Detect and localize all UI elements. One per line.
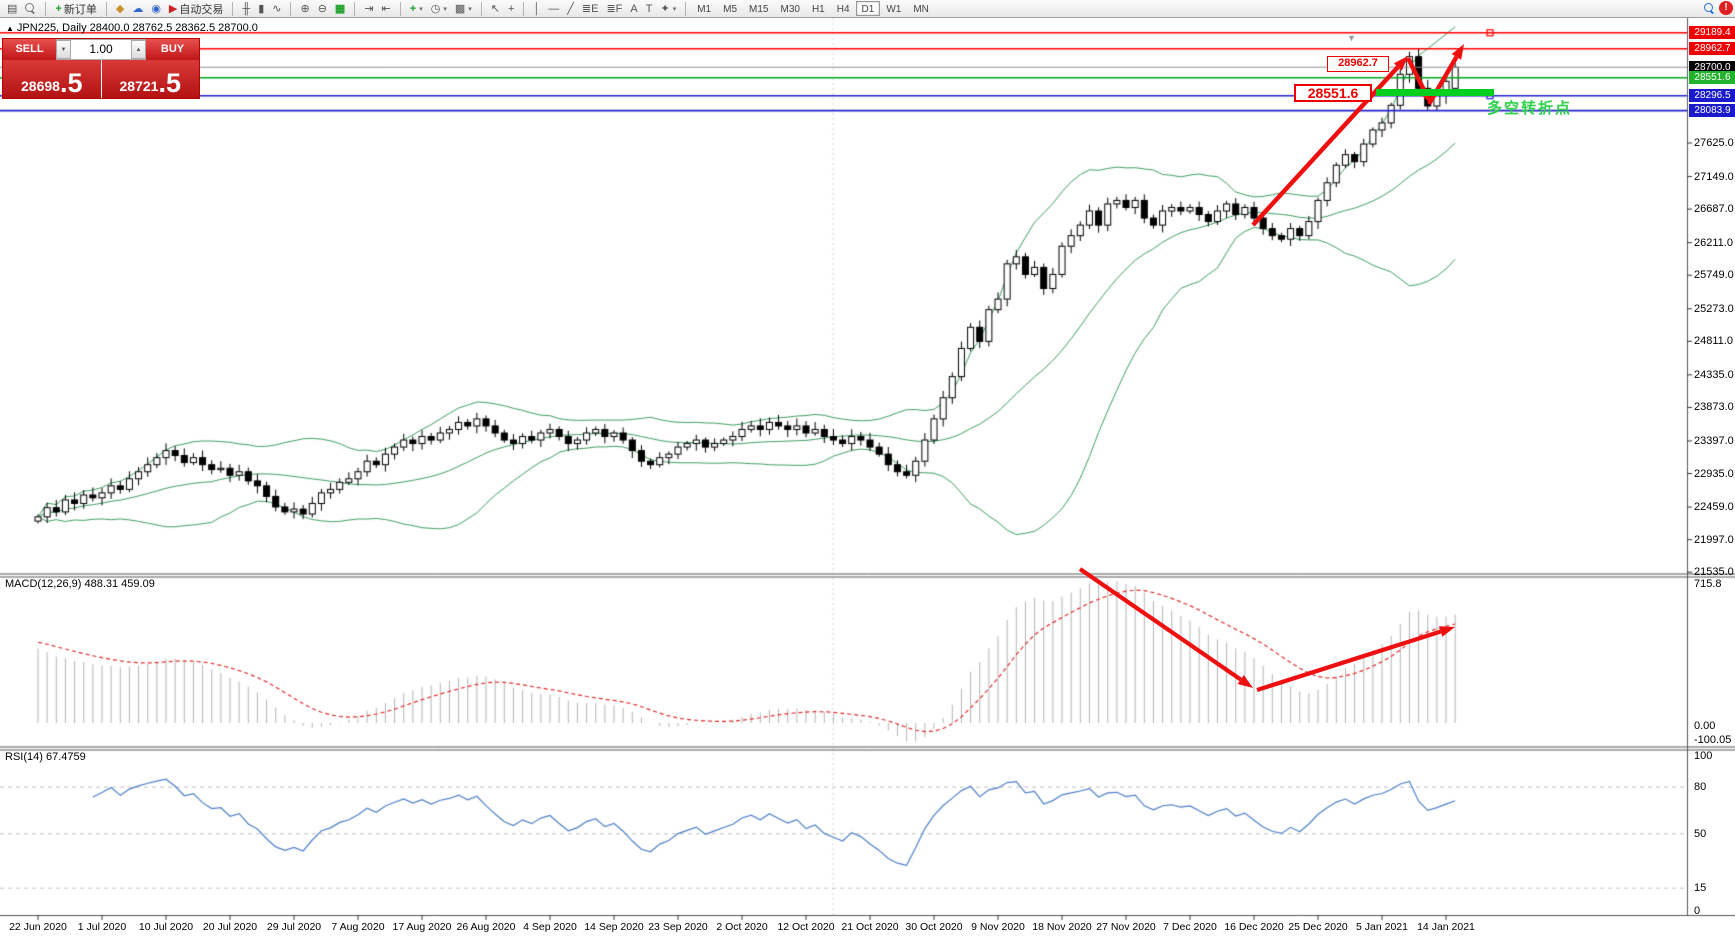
price-tick: 26211.0	[1694, 236, 1733, 249]
one-click-trade-panel: SELL ▼ 1.00 ▲ BUY 28698.5 28721.5	[2, 38, 200, 99]
price-tick: 24335.0	[1694, 368, 1734, 381]
price-tick: 22459.0	[1694, 501, 1734, 514]
turning-point-note: 多空转折点	[1487, 100, 1573, 117]
buy-button[interactable]: BUY	[146, 39, 199, 60]
date-label: 14 Jan 2021	[1417, 921, 1475, 933]
date-label: 9 Nov 2020	[971, 921, 1025, 933]
date-label: 22 Jun 2020	[9, 921, 67, 933]
price-tick: 27625.0	[1694, 137, 1734, 149]
support-zone-bar[interactable]	[1376, 89, 1494, 96]
date-label: 18 Nov 2020	[1032, 921, 1092, 933]
date-label: 30 Oct 2020	[905, 921, 963, 933]
price-tick: 25273.0	[1694, 302, 1734, 315]
buy-price-main: 28721	[119, 78, 159, 94]
volume-increase-button[interactable]: ▲	[131, 40, 146, 59]
rsi-indicator-label: RSI(14) 67.4759	[5, 751, 86, 763]
macd-scale-tick: 715.8	[1694, 578, 1722, 590]
buy-price-decimal: .5	[158, 68, 181, 98]
rsi-scale-tick: 80	[1694, 781, 1707, 793]
date-label: 16 Dec 2020	[1224, 921, 1284, 933]
price-line-label: 29189.4	[1689, 26, 1735, 40]
price-line-label: 28296.5	[1689, 89, 1735, 103]
price-tick: 26687.0	[1694, 203, 1734, 216]
price-tick: 21997.0	[1694, 533, 1734, 546]
price-tick: 22935.0	[1694, 467, 1734, 480]
price-tick: 27149.0	[1694, 170, 1734, 183]
date-label: 5 Jan 2021	[1356, 921, 1408, 933]
price-line-label: 28551.6	[1689, 71, 1735, 85]
macd-indicator-label: MACD(12,26,9) 488.31 459.09	[5, 578, 155, 590]
date-label: 1 Jul 2020	[77, 921, 127, 933]
date-label: 23 Sep 2020	[648, 921, 708, 933]
date-label: 14 Sep 2020	[584, 921, 644, 933]
date-label: 12 Oct 2020	[777, 921, 835, 933]
price-line-label: 28700.0	[1689, 60, 1735, 74]
date-label: 25 Dec 2020	[1288, 921, 1348, 933]
price-line-label: 28962.7	[1689, 42, 1735, 56]
date-label: 2 Oct 2020	[716, 921, 768, 933]
volume-input[interactable]: 1.00	[71, 40, 131, 59]
date-label: 4 Sep 2020	[523, 921, 577, 933]
sell-price-decimal: .5	[59, 68, 83, 98]
chart-shift-marker-icon: ▼	[1347, 33, 1356, 43]
price-line-label: 28083.9	[1689, 104, 1735, 118]
macd-scale-tick: -100.05	[1694, 734, 1732, 746]
chart-title: ▲ JPN225, Daily 28400.0 28762.5 28362.5 2…	[6, 22, 258, 34]
volume-decrease-button[interactable]: ▼	[56, 40, 71, 59]
buy-price[interactable]: 28721.5	[100, 60, 199, 98]
price-annotation-28551[interactable]: 28551.6	[1294, 84, 1372, 102]
macd-scale-tick: 0.00	[1694, 720, 1716, 732]
price-tick: 21535.0	[1694, 566, 1734, 579]
price-annotation-28962[interactable]: 28962.7	[1327, 56, 1389, 72]
rsi-scale-tick: 15	[1694, 882, 1707, 894]
rsi-scale-tick: 0	[1694, 905, 1701, 917]
date-label: 20 Jul 2020	[202, 921, 258, 933]
date-label: 29 Jul 2020	[266, 921, 322, 933]
price-tick: 23397.0	[1694, 434, 1734, 447]
rsi-scale-tick: 100	[1694, 750, 1713, 762]
date-label: 17 Aug 2020	[392, 921, 452, 933]
sell-price[interactable]: 28698.5	[3, 60, 101, 98]
date-label: 27 Nov 2020	[1096, 921, 1156, 933]
symbol-marker-icon: ▲	[6, 24, 14, 33]
sell-button[interactable]: SELL	[3, 39, 56, 60]
date-label: 7 Dec 2020	[1163, 921, 1217, 933]
date-label: 21 Oct 2020	[841, 921, 899, 933]
volume-control: ▼ 1.00 ▲	[56, 39, 146, 60]
sell-price-main: 28698	[21, 78, 60, 94]
date-label: 26 Aug 2020	[456, 921, 516, 933]
price-tick: 23873.0	[1694, 401, 1734, 414]
price-tick: 24811.0	[1694, 335, 1733, 348]
rsi-scale-tick: 50	[1694, 828, 1707, 840]
price-tick: 25749.0	[1694, 269, 1734, 282]
date-label: 10 Jul 2020	[138, 921, 194, 933]
date-label: 7 Aug 2020	[331, 921, 385, 933]
